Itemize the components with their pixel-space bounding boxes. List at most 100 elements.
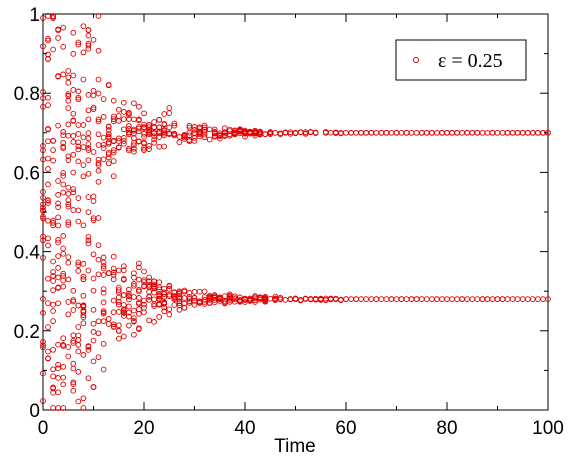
data-point xyxy=(45,166,51,172)
data-point xyxy=(166,283,173,290)
data-point xyxy=(65,190,72,197)
data-point xyxy=(70,117,77,124)
data-point xyxy=(55,204,61,211)
x-tick-label: 100 xyxy=(532,418,564,439)
data-point xyxy=(65,353,72,360)
data-point xyxy=(45,235,51,242)
data-point xyxy=(85,375,92,382)
data-point xyxy=(176,139,183,146)
data-point xyxy=(50,301,56,308)
data-point xyxy=(514,296,521,302)
data-point xyxy=(40,201,46,208)
data-point xyxy=(55,300,61,307)
data-point xyxy=(55,122,61,129)
data-point xyxy=(50,137,56,144)
data-point xyxy=(85,42,92,49)
data-point xyxy=(95,47,102,54)
data-point xyxy=(80,23,87,30)
y-tick-label: 0.6 xyxy=(14,163,40,184)
data-point xyxy=(85,45,92,52)
data-point xyxy=(45,94,51,101)
data-point xyxy=(171,120,178,127)
data-point xyxy=(95,156,102,163)
data-point xyxy=(70,110,77,117)
data-point xyxy=(171,122,178,129)
data-point xyxy=(40,344,46,351)
data-point xyxy=(388,129,395,136)
data-point xyxy=(429,296,435,302)
data-point xyxy=(80,302,87,309)
data-point xyxy=(85,147,92,153)
data-point xyxy=(95,215,102,221)
data-point xyxy=(141,110,147,117)
data-point xyxy=(196,288,203,295)
data-point xyxy=(65,259,72,266)
data-point xyxy=(65,153,72,160)
data-point xyxy=(156,314,163,320)
data-point xyxy=(171,302,178,308)
data-point xyxy=(50,219,56,226)
data-point xyxy=(40,254,46,261)
data-point xyxy=(141,268,147,275)
data-point xyxy=(161,300,168,306)
data-point xyxy=(100,318,107,325)
data-point xyxy=(90,337,97,344)
data-point xyxy=(120,292,127,298)
data-point xyxy=(191,127,198,133)
data-point xyxy=(110,253,117,260)
data-point xyxy=(70,207,77,213)
data-point xyxy=(80,222,87,229)
data-point xyxy=(166,285,173,292)
data-point xyxy=(95,178,102,185)
data-point xyxy=(110,269,117,276)
data-point xyxy=(65,105,72,111)
data-point xyxy=(65,197,72,203)
data-point xyxy=(126,112,132,118)
data-point xyxy=(535,129,541,136)
data-point xyxy=(110,265,117,272)
data-point xyxy=(519,296,526,302)
data-point xyxy=(136,103,142,110)
data-point xyxy=(131,294,137,300)
data-point xyxy=(136,116,142,123)
data-point xyxy=(358,129,364,136)
data-point xyxy=(343,296,349,302)
data-point xyxy=(80,292,87,299)
data-point xyxy=(70,365,77,372)
data-point xyxy=(75,158,82,165)
data-point xyxy=(75,122,82,128)
data-point xyxy=(100,366,107,373)
data-point xyxy=(75,259,82,266)
data-point xyxy=(535,296,541,302)
data-point xyxy=(45,355,51,362)
data-point xyxy=(80,405,87,411)
data-point xyxy=(151,136,157,143)
data-point xyxy=(45,324,51,330)
data-point xyxy=(75,96,82,103)
x-tick-label: 60 xyxy=(335,418,356,439)
data-point xyxy=(55,214,61,221)
data-point xyxy=(545,296,551,302)
data-point xyxy=(65,311,72,318)
data-point xyxy=(85,170,92,177)
data-point xyxy=(499,296,506,302)
data-point xyxy=(459,129,465,136)
data-point xyxy=(40,339,46,345)
data-point xyxy=(60,381,67,388)
data-point xyxy=(378,129,385,136)
data-point xyxy=(60,129,67,135)
data-point xyxy=(85,116,92,123)
data-point xyxy=(489,129,496,136)
data-point xyxy=(363,296,370,302)
data-point xyxy=(444,129,450,136)
data-point xyxy=(454,296,460,302)
data-point xyxy=(100,272,107,278)
data-point xyxy=(85,157,92,164)
data-point xyxy=(161,143,168,150)
data-point xyxy=(80,303,87,310)
data-point xyxy=(40,143,46,149)
data-point xyxy=(80,173,87,180)
data-point xyxy=(408,129,415,136)
data-point xyxy=(80,49,87,56)
data-point xyxy=(55,389,61,396)
